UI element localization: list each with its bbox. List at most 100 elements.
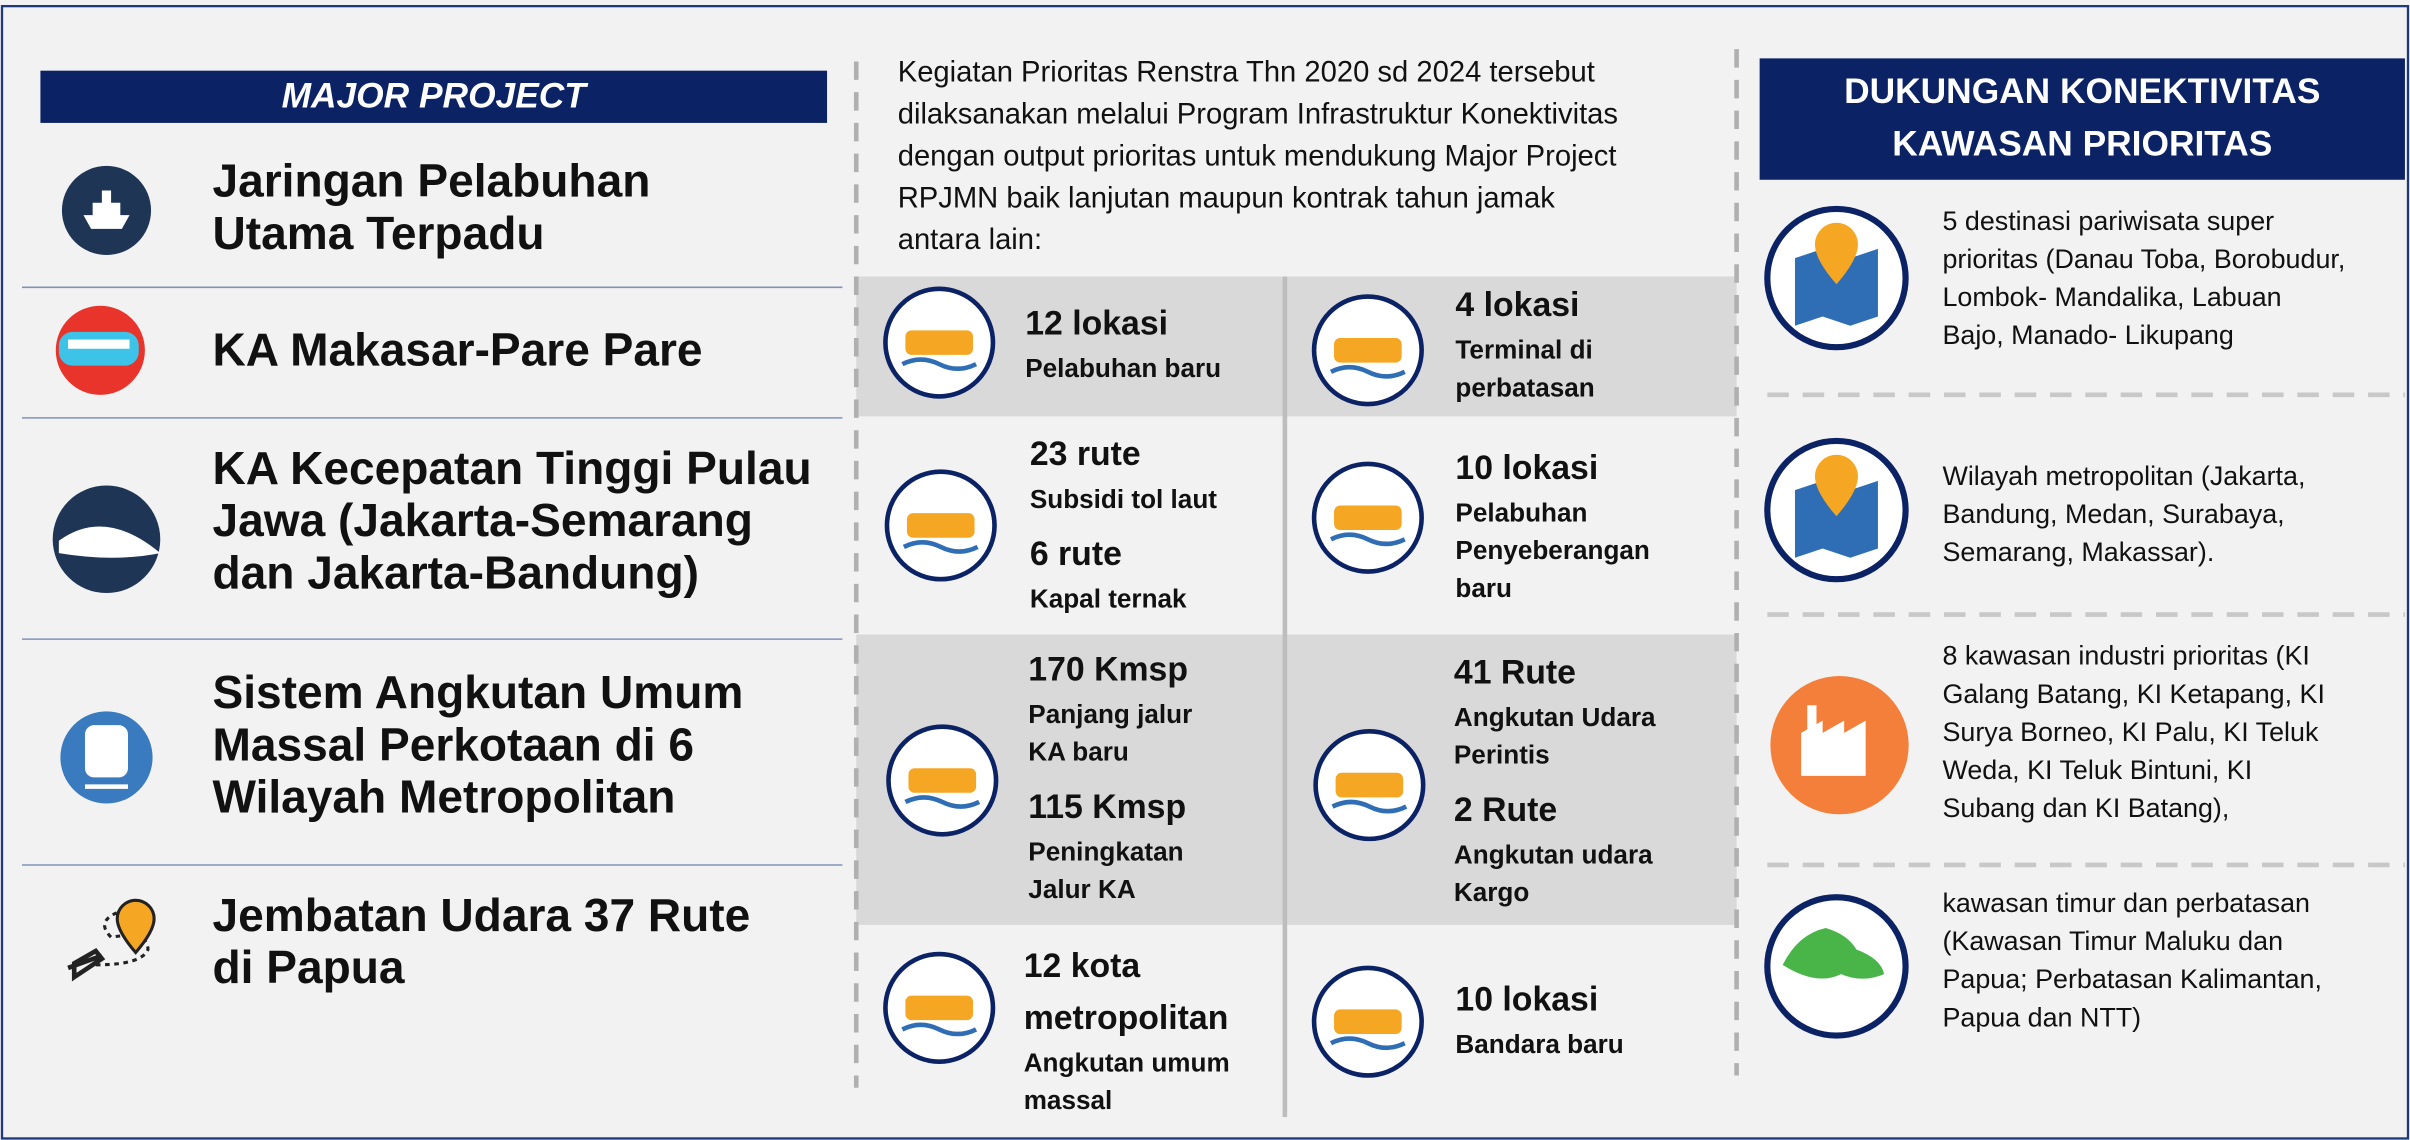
major-project-item: di Papua [212, 941, 404, 993]
cell-head: 41 Rute [1454, 653, 1576, 691]
cell-icon-shape [1329, 532, 1406, 547]
cell-icon-shape [902, 540, 979, 554]
right-header-bg [1759, 58, 2405, 180]
cell-icon-shape [1334, 338, 1402, 363]
icon-shape [1801, 705, 1866, 776]
cell-sub: Jalur KA [1028, 874, 1136, 904]
cell-icon-shape [1335, 772, 1404, 798]
priority-item: Subang dan KI Batang), [1942, 793, 2229, 823]
cell-sub: massal [1024, 1085, 1113, 1115]
priority-item: Surya Borneo, KI Palu, KI Teluk [1942, 717, 2319, 747]
cell-sub: Angkutan udara [1454, 839, 1653, 869]
cell-sub: KA baru [1028, 736, 1129, 766]
major-project-item: dan Jakarta-Bandung) [212, 546, 698, 598]
cell-icon-shape [908, 768, 977, 793]
cell-sub: Pelabuhan baru [1025, 353, 1221, 383]
cell-sub: Penyeberangan [1455, 535, 1649, 565]
cell-head: 2 Rute [1454, 791, 1557, 829]
priority-item: Papua; Perbatasan Kalimantan, [1942, 964, 2322, 994]
cell-sub: Peningkatan [1028, 836, 1183, 866]
cell-sub: Panjang jalur [1028, 699, 1192, 729]
intro-text: dengan output prioritas untuk mendukung … [898, 140, 1617, 172]
major-project-item: Jaringan Pelabuhan [212, 155, 650, 207]
cell-icon-shape [904, 795, 981, 809]
icon-pin [115, 898, 156, 955]
icon-pin [1814, 222, 1858, 285]
cell-icon-shape [1329, 1036, 1406, 1051]
cell-sub: Pelabuhan [1455, 498, 1587, 528]
intro-text: antara lain: [898, 224, 1042, 256]
icon-shape [1794, 480, 1878, 558]
cell-head: 12 kota [1024, 947, 1142, 985]
icon-plane [67, 948, 106, 982]
intro-text: dilaksanakan melalui Program Infrastrukt… [898, 98, 1618, 130]
middle-icons [883, 286, 1426, 1078]
icon-shape [58, 526, 161, 558]
cell-sub: Kargo [1454, 877, 1529, 907]
cell-sub: Subsidi tol laut [1030, 484, 1217, 514]
cell-head: 170 Kmsp [1028, 650, 1188, 688]
cell-icon-shape [906, 513, 975, 538]
cell-sub: Terminal di [1455, 335, 1592, 365]
cell-head: 23 rute [1030, 435, 1141, 473]
priority-item: prioritas (Danau Toba, Borobudur, [1942, 244, 2345, 274]
priority-item: (Kawasan Timur Maluku dan [1942, 926, 2283, 956]
priority-item: Galang Batang, KI Ketapang, KI [1942, 679, 2325, 709]
cell-icon-shape [1334, 1009, 1402, 1034]
priority-item: Bandung, Medan, Surabaya, [1942, 499, 2284, 529]
cell-bg [856, 634, 1737, 925]
major-project-item: Massal Perkotaan di 6 [212, 718, 693, 770]
cell-head: 12 lokasi [1025, 305, 1168, 343]
icon-pin [1814, 454, 1858, 517]
priority-item: Wilayah metropolitan (Jakarta, [1942, 461, 2305, 491]
cell-head: 115 Kmsp [1028, 788, 1186, 826]
major-project-item: KA Kecepatan Tinggi Pulau [212, 442, 811, 494]
cell-head: 10 lokasi [1455, 981, 1598, 1019]
cell-icon-shape [1329, 364, 1406, 379]
icon-shape [68, 339, 130, 349]
right-title: KAWASAN PRIORITAS [1892, 124, 2272, 163]
right-icons [1764, 205, 1909, 1039]
left-title: MAJOR PROJECT [282, 77, 590, 116]
intro-text: Kegiatan Prioritas Renstra Thn 2020 sd 2… [898, 56, 1595, 88]
cell-head: 10 lokasi [1455, 449, 1598, 487]
cell-sub: Perintis [1454, 740, 1550, 770]
cell-sub: perbatasan [1455, 372, 1594, 402]
priority-item: Lombok- Mandalika, Labuan [1942, 282, 2281, 312]
left-icons [52, 165, 161, 982]
cell-head: 4 lokasi [1455, 286, 1579, 324]
cell-sub: baru [1455, 573, 1512, 603]
priority-item: 8 kawasan industri prioritas (KI [1942, 641, 2309, 671]
cell-icon-shape [901, 1022, 978, 1037]
priority-item: Weda, KI Teluk Bintuni, KI [1942, 755, 2252, 785]
cell-icon-shape [901, 357, 978, 372]
priority-item: Semarang, Makassar). [1942, 537, 2214, 567]
cell-sub: Kapal ternak [1030, 584, 1187, 614]
priority-item: 5 destinasi pariwisata super [1942, 206, 2274, 236]
priority-item: Papua dan NTT) [1942, 1002, 2141, 1032]
cell-icon-shape [1331, 799, 1408, 814]
icon-shape [84, 725, 128, 778]
cell-icon-shape [905, 995, 974, 1021]
frame [0, 4, 2410, 1140]
right-title: DUKUNGAN KONEKTIVITAS [1844, 72, 2320, 111]
cell-bg [856, 276, 1737, 417]
major-project-item: Sistem Angkutan Umum [212, 666, 743, 718]
priority-item: kawasan timur dan perbatasan [1942, 888, 2310, 918]
cell-icon-shape [905, 330, 974, 355]
left-header-bg [40, 70, 828, 123]
cell-sub: Angkutan Udara [1454, 702, 1656, 732]
major-project-item: Jawa (Jakarta-Semarang [212, 494, 752, 546]
major-project-item: Jembatan Udara 37 Rute [212, 889, 750, 941]
cell-sub: Angkutan umum [1024, 1048, 1230, 1078]
cell-sub: Bandara baru [1455, 1029, 1623, 1059]
icon-shape [83, 190, 130, 229]
major-project-item: Utama Terpadu [212, 207, 544, 259]
major-project-item: Wilayah Metropolitan [212, 771, 675, 823]
cell-head: metropolitan [1024, 999, 1229, 1037]
icon-shape [1782, 927, 1885, 979]
cell-icon-shape [1334, 505, 1402, 531]
major-project-item: KA Makasar-Pare Pare [212, 324, 702, 376]
